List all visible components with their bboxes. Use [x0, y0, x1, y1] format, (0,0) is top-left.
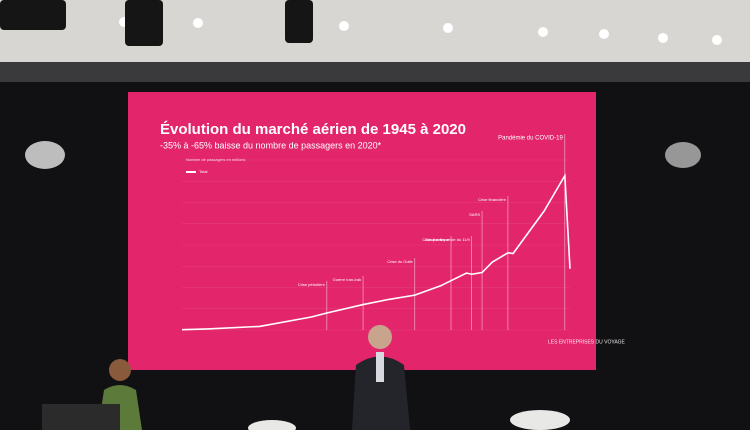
podium: [42, 404, 120, 430]
annotation: SARS: [469, 212, 480, 217]
ceiling-edge: [0, 62, 750, 82]
chair: [510, 410, 570, 430]
annotation: Crise financière: [478, 197, 507, 202]
series-line: [181, 172, 571, 331]
ceiling: [0, 0, 750, 62]
annotation: Attaque terroriste du 11/9: [425, 237, 471, 242]
annotation: Crise Asiatique: [422, 237, 449, 242]
slide-subtitle: -35% à -65% baisse du nombre de passager…: [160, 140, 382, 150]
ceiling-lights: [119, 17, 722, 45]
annotation: Pandémie du COVID-19: [498, 136, 563, 142]
annotation: Crise pétrolière: [298, 282, 326, 287]
logo: LES ENTREPRISES DU VOYAGE: [548, 339, 626, 345]
spotlights: [0, 0, 313, 46]
speaker: [352, 325, 410, 430]
chart: Total Crise pétrolière Guerre Iran-Irak Cri…: [181, 134, 571, 331]
legend-label: Total: [199, 169, 208, 174]
slide-title: Évolution du marché aérien de 1945 à 202…: [160, 121, 466, 138]
y-axis-label: Nombre de passagers en millions: [186, 157, 245, 162]
annotation: Guerre Iran-Irak: [333, 277, 361, 282]
screen: [128, 92, 596, 370]
chair: [248, 420, 296, 430]
wall-light: [25, 141, 65, 169]
annotation: Crise du Golfe: [387, 259, 413, 264]
wall-light: [665, 142, 701, 168]
